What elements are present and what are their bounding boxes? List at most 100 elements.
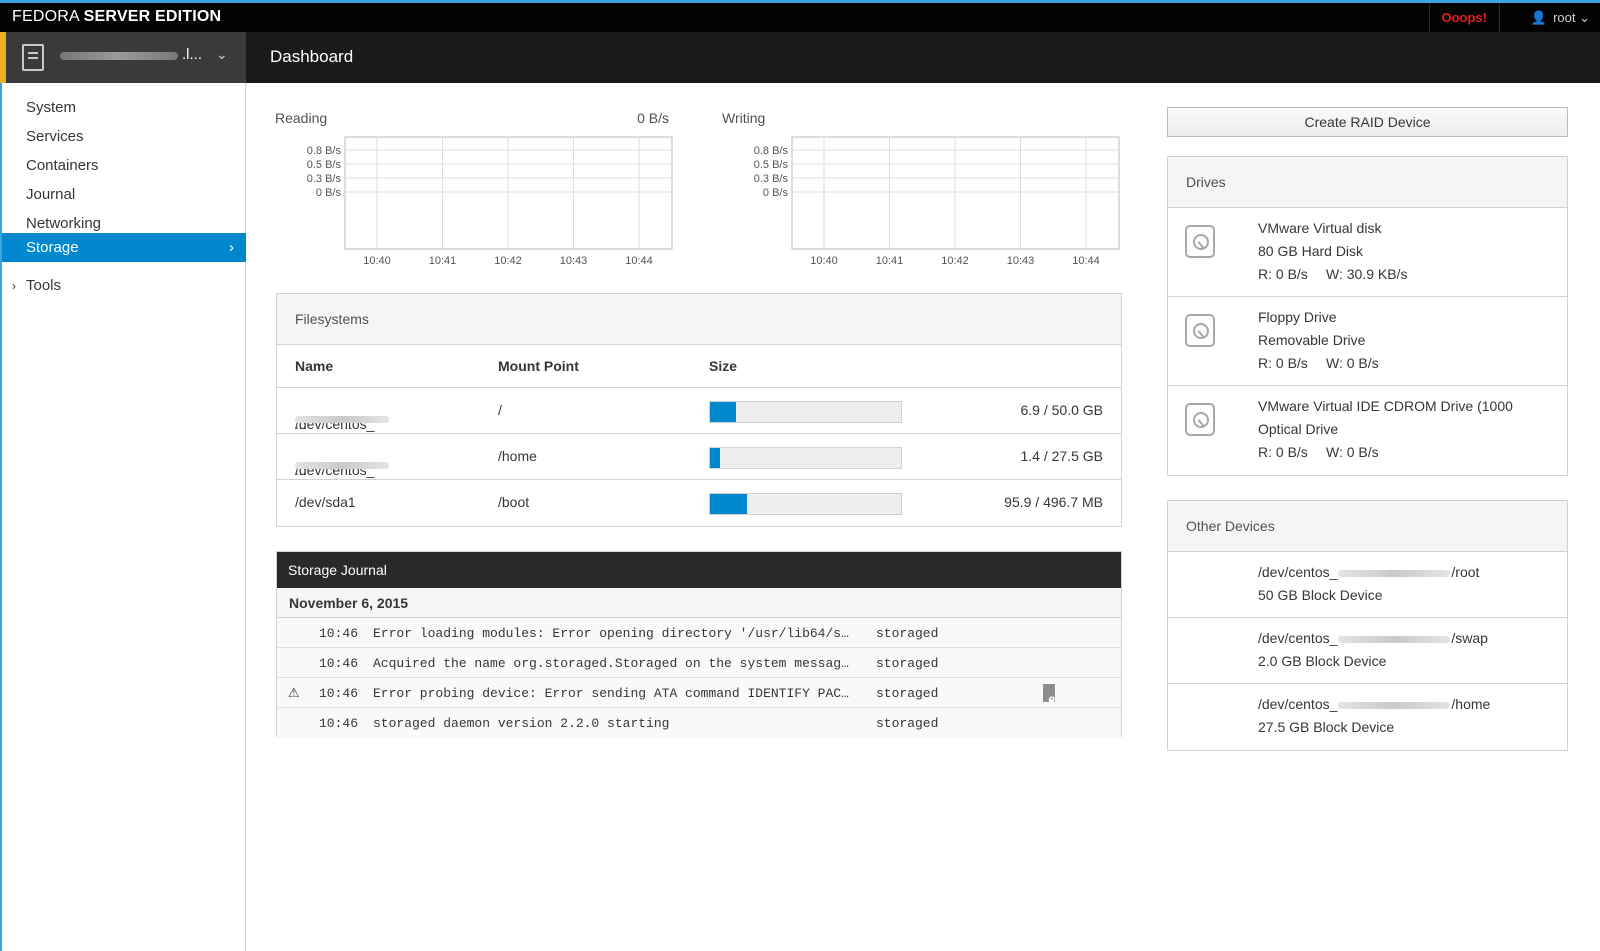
reading-chart: Reading 0 B/s 10:40 10:41 10:42 10:43 10:44 0… — [275, 98, 675, 273]
x-tick-label: 10:43 — [1007, 255, 1035, 267]
journal-entry[interactable]: 10:46 Error loading modules: Error openi… — [277, 618, 1121, 648]
drive-write-rate: W: 0 B/s — [1326, 444, 1379, 460]
page-title: Dashboard — [270, 47, 354, 66]
usage-bar — [709, 401, 902, 423]
reading-value: 0 B/s — [637, 110, 669, 126]
top-bar: FEDORA SERVER EDITION Ooops! 👤 root ⌄ — [0, 0, 1600, 32]
sidebar-item-networking[interactable]: Networking — [26, 215, 102, 232]
entry-time: 10:46 — [319, 716, 359, 731]
sidebar-item-label: Storage — [26, 239, 79, 256]
writing-plot: 10:40 10:41 10:42 10:43 10:44 0.8 B/s 0.5 B/s 0… — [754, 136, 1120, 267]
other-devices-title: Other Devices — [1168, 501, 1567, 552]
user-name: root — [1553, 10, 1576, 25]
entry-time: 10:46 — [319, 686, 359, 701]
size-value: 1.4 / 27.5 GB — [1020, 448, 1104, 464]
table-row[interactable]: /dev/centos_... /home 1.4 / 27.5 GB — [277, 434, 1121, 480]
sidebar: System Services Containers Journal Netwo… — [0, 83, 246, 951]
y-tick-label: 0.5 B/s — [754, 159, 789, 171]
journal-entry[interactable]: ⚠ 10:46 Error probing device: Error send… — [277, 678, 1121, 708]
column-name[interactable]: Name — [295, 358, 334, 374]
chevron-right-icon: › — [12, 279, 16, 293]
hard-disk-icon — [1185, 225, 1215, 258]
table-row[interactable]: /dev/centos_... / 6.9 / 50.0 GB — [277, 388, 1121, 434]
tools-label: Tools — [26, 277, 62, 294]
redacted-text — [1338, 569, 1451, 577]
sidebar-item-services[interactable]: Services — [26, 128, 84, 145]
filesystem-name: /dev/sda1 — [295, 494, 356, 510]
filesystems-panel: Filesystems Name Mount Point Size /dev/c… — [276, 293, 1122, 527]
y-tick-label: 0.3 B/s — [754, 173, 789, 185]
mount-point: / — [498, 402, 502, 418]
reading-plot: 10:40 10:41 10:42 10:43 10:44 0.8 B/s 0.5 B/s 0… — [307, 136, 673, 267]
y-tick-label: 0.3 B/s — [307, 173, 342, 185]
table-row[interactable]: /dev/sda1 /boot 95.9 / 496.7 MB — [277, 480, 1121, 526]
size-value: 6.9 / 50.0 GB — [1020, 402, 1104, 418]
journal-entry[interactable]: 10:46 Acquired the name org.storaged.Sto… — [277, 648, 1121, 678]
usage-bar-fill — [710, 448, 720, 468]
chevron-down-icon: ⌄ — [216, 46, 228, 62]
drives-title: Drives — [1168, 157, 1567, 208]
sidebar-item-tools[interactable]: › Tools — [2, 271, 61, 300]
device-description: 27.5 GB Block Device — [1258, 719, 1395, 735]
drive-read-rate: R: 0 B/s — [1258, 355, 1308, 371]
usage-bar — [709, 493, 902, 515]
server-icon — [22, 44, 44, 71]
drive-read-rate: R: 0 B/s — [1258, 444, 1308, 460]
drive-name: VMware Virtual IDE CDROM Drive (1000 — [1258, 398, 1513, 414]
drive-item[interactable]: VMware Virtual IDE CDROM Drive (1000 Opt… — [1168, 386, 1567, 475]
filesystems-title: Filesystems — [277, 294, 1121, 345]
oops-alert-button[interactable]: Ooops! — [1428, 3, 1500, 32]
redacted-text — [295, 462, 389, 469]
sidebar-item-storage[interactable]: Storage › — [2, 233, 246, 262]
redacted-text — [295, 416, 389, 423]
caret-right-icon: ▸ — [1049, 695, 1055, 707]
drive-item[interactable]: VMware Virtual disk 80 GB Hard Disk R: 0… — [1168, 208, 1567, 297]
writing-chart: Writing 10:40 10:41 10:42 10:43 10:44 0.8 B/s… — [722, 98, 1122, 273]
drive-type: Optical Drive — [1258, 421, 1339, 437]
usage-bar-fill — [710, 402, 737, 422]
drive-name: Floppy Drive — [1258, 309, 1337, 325]
x-tick-label: 10:42 — [941, 255, 969, 267]
brand-bold: SERVER EDITION — [83, 8, 222, 25]
journal-entry[interactable]: 10:46 storaged daemon version 2.2.0 star… — [277, 708, 1121, 738]
user-icon: 👤 — [1530, 10, 1548, 25]
x-tick-label: 10:42 — [494, 255, 522, 267]
entry-source: storaged — [876, 686, 939, 701]
chevron-down-icon: ⌄ — [1579, 10, 1590, 25]
user-menu[interactable]: 👤 root ⌄ — [1531, 3, 1590, 32]
mount-point: /home — [498, 448, 537, 464]
usage-bar — [709, 447, 902, 469]
column-size[interactable]: Size — [709, 358, 738, 374]
sidebar-item-containers[interactable]: Containers — [26, 157, 99, 174]
x-tick-label: 10:43 — [560, 255, 588, 267]
device-item[interactable]: /dev/centos_/root 50 GB Block Device — [1168, 552, 1567, 618]
other-devices-panel: Other Devices /dev/centos_/root 50 GB Bl… — [1167, 500, 1568, 751]
create-raid-device-button[interactable]: Create RAID Device — [1167, 107, 1568, 137]
redacted-text — [1338, 701, 1451, 709]
repeat-count-badge[interactable]: 2 ▸ — [1043, 684, 1055, 707]
device-item[interactable]: /dev/centos_/home 27.5 GB Block Device — [1168, 684, 1567, 750]
drive-write-rate: W: 0 B/s — [1326, 355, 1379, 371]
mount-point: /boot — [498, 494, 530, 510]
redacted-text — [60, 52, 178, 60]
entry-time: 10:46 — [319, 656, 359, 671]
y-tick-label: 0 B/s — [763, 187, 789, 199]
device-item[interactable]: /dev/centos_/swap 2.0 GB Block Device — [1168, 618, 1567, 684]
redacted-text — [1338, 635, 1451, 643]
entry-message: Error loading modules: Error opening dir… — [373, 626, 853, 641]
drive-write-rate: W: 30.9 KB/s — [1326, 266, 1408, 282]
entry-message: storaged daemon version 2.2.0 starting — [373, 716, 670, 731]
entry-source: storaged — [876, 656, 939, 671]
sidebar-item-system[interactable]: System — [26, 99, 77, 116]
host-selector[interactable]: .l... ⌄ — [0, 32, 246, 83]
chevron-right-icon: › — [229, 239, 234, 256]
filesystems-header-row: Name Mount Point Size — [277, 345, 1121, 388]
sidebar-item-journal[interactable]: Journal — [26, 186, 76, 203]
drive-item[interactable]: Floppy Drive Removable Drive R: 0 B/s W:… — [1168, 297, 1567, 386]
x-tick-label: 10:41 — [429, 255, 457, 267]
y-tick-label: 0.8 B/s — [307, 145, 342, 157]
x-tick-label: 10:40 — [810, 255, 838, 267]
drive-name: VMware Virtual disk — [1258, 220, 1382, 236]
column-mount-point[interactable]: Mount Point — [498, 358, 579, 374]
host-name: .l... — [60, 46, 202, 66]
